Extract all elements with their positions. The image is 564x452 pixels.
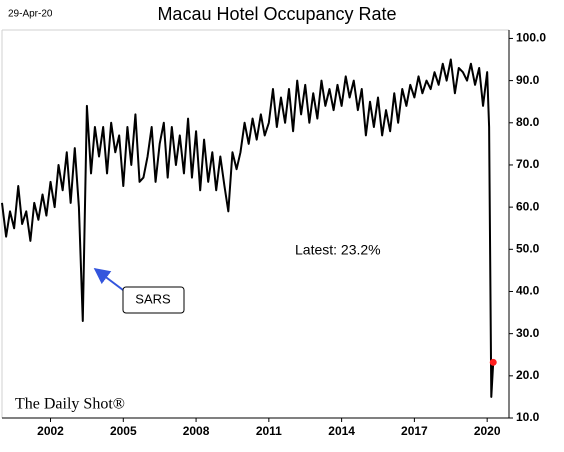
date-label: 29-Apr-20 [8,9,53,20]
annotation: Latest: 23.2% [295,242,381,258]
y-tick-label: 100.0 [516,31,546,45]
x-tick-label: 2014 [328,424,355,438]
callout-box [122,286,185,314]
x-tick-label: 2002 [37,424,64,438]
y-tick-label: 80.0 [516,115,540,129]
y-tick-label: 30.0 [516,326,540,340]
y-tick-label: 50.0 [516,241,540,255]
y-tick-label: 40.0 [516,284,540,298]
y-tick-label: 20.0 [516,368,540,382]
y-tick-label: 90.0 [516,73,540,87]
x-tick-label: 2008 [183,424,210,438]
x-tick-label: 2020 [474,424,501,438]
x-tick-label: 2005 [110,424,137,438]
chart-title: Macau Hotel Occupancy Rate [157,4,396,24]
callout-arrow [93,268,124,291]
data-line [1,58,495,398]
callout-text: SARS [135,291,171,306]
x-tick-label: 2017 [401,424,428,438]
latest-point [489,358,497,366]
y-tick-label: 10.0 [516,410,540,424]
source-logo: The Daily Shot® [15,396,125,413]
y-tick-label: 70.0 [516,157,540,171]
x-tick-label: 2011 [256,424,282,438]
y-tick-label: 60.0 [516,199,540,213]
